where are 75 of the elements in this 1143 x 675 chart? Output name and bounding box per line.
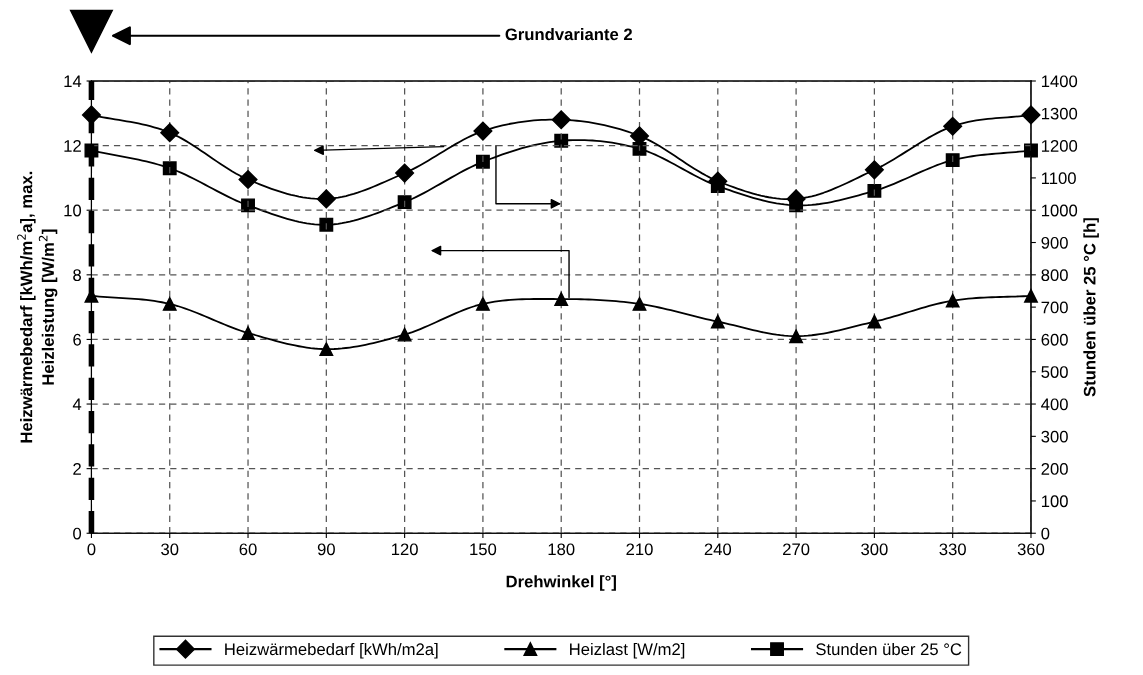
point (786, 189, 806, 209)
y2-tick-label: 1300 (1041, 107, 1078, 120)
y-tick-label: 0 (73, 527, 82, 540)
point (554, 292, 569, 306)
y2-axis-title: Stunden über 25 °C [h] (1083, 218, 1099, 397)
y2-tick-label: 0 (1041, 527, 1050, 540)
x-tick-label: 330 (939, 543, 966, 556)
y2-tick-label: 1000 (1041, 204, 1078, 217)
point (241, 198, 255, 213)
y-tick-label: 8 (73, 269, 81, 282)
legend-label: Heizlast [W/m2] (570, 642, 685, 659)
point (551, 110, 571, 130)
x-tick-label: 150 (470, 543, 497, 556)
x-tick-label: 120 (391, 543, 418, 556)
y2-tick-label: 800 (1041, 269, 1068, 282)
point (160, 123, 180, 143)
y2-tick-label: 300 (1041, 430, 1068, 443)
legend-label: Stunden über 25 °C (816, 642, 962, 656)
x-tick-label: 300 (861, 543, 888, 556)
text: Grundvariante 2 (505, 28, 632, 41)
point (475, 296, 490, 311)
point (943, 116, 963, 136)
point (945, 153, 960, 168)
x-tick-label: 30 (161, 543, 179, 556)
point (238, 169, 258, 190)
point (867, 314, 882, 329)
point (397, 195, 412, 210)
point (473, 121, 493, 141)
point (397, 327, 412, 342)
y2-tick-label: 1400 (1041, 75, 1078, 88)
y2-tick-label: 100 (1041, 495, 1068, 508)
y2-tick-label: 700 (1041, 301, 1068, 314)
y-tick-label: 2 (73, 463, 81, 475)
y2-tick-label: 200 (1041, 463, 1068, 475)
x-tick-label: 60 (239, 543, 257, 556)
point (864, 160, 884, 180)
y2-tick-label: 500 (1041, 366, 1068, 378)
point (162, 161, 177, 176)
x-axis-title: Drehwinkel [°] (506, 575, 616, 591)
point (708, 171, 728, 191)
y-tick-label: 14 (64, 75, 82, 88)
x-tick-label: 360 (1017, 543, 1045, 556)
point (945, 293, 960, 308)
y2-tick-label: 1200 (1041, 140, 1078, 152)
x-tick-label: 210 (626, 543, 653, 556)
y-axis-title: Heizwärmebedarf [kWh/m$^{2}$a], max. Heizleistung [W/m$^{2}$] (17, 171, 58, 443)
x-tick-label: 270 (783, 543, 810, 556)
x-tick-label: 0 (87, 543, 96, 556)
y2-tick-label: 900 (1041, 236, 1068, 249)
y2-tick-label: 1100 (1041, 172, 1076, 185)
point (395, 163, 415, 183)
point (241, 326, 255, 340)
y2-tick-label: 400 (1041, 398, 1068, 411)
y-tick-label: 12 (64, 140, 81, 152)
point (319, 217, 334, 232)
y-tick-label: 6 (73, 333, 81, 346)
point (1021, 105, 1041, 125)
point (789, 329, 804, 344)
point (319, 342, 334, 357)
point (867, 183, 882, 198)
point (475, 154, 490, 169)
legend-label: Heizwärmebedarf [kWh/m2a] (225, 642, 438, 659)
point (554, 133, 569, 148)
x-tick-label: 90 (317, 543, 335, 556)
point (629, 126, 650, 146)
x-tick-label: 180 (548, 543, 575, 556)
point (316, 189, 336, 209)
y-tick-label: 10 (64, 204, 82, 217)
point (710, 314, 725, 329)
y-tick-label: 4 (72, 398, 82, 411)
x-tick-label: 240 (704, 543, 732, 556)
point (1024, 288, 1038, 303)
point (632, 296, 647, 311)
point (162, 296, 177, 311)
y2-tick-label: 600 (1041, 333, 1068, 346)
